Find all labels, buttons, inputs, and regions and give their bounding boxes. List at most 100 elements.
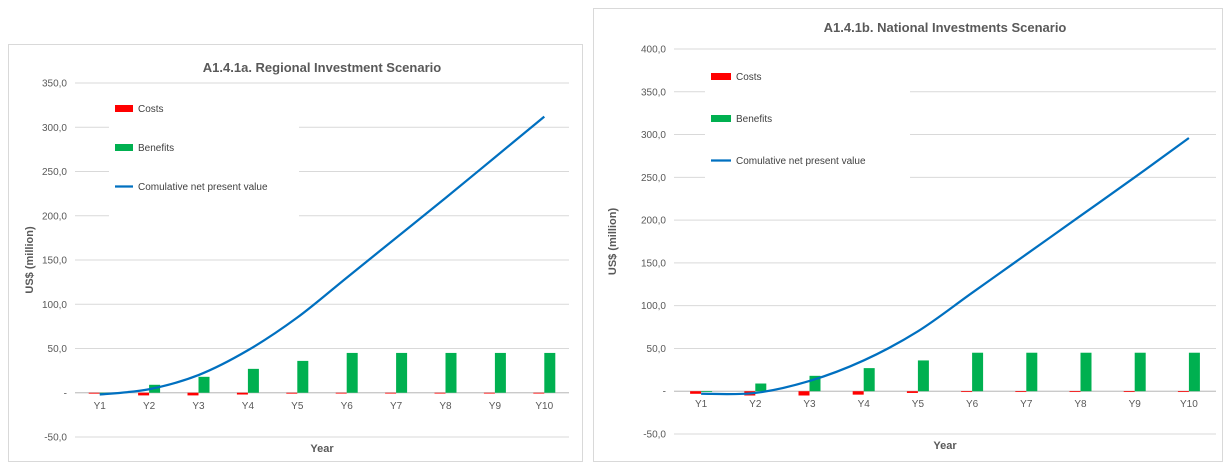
chart1-bar-costs-y3 [798, 391, 810, 396]
chart1-y-tick-label: - [663, 387, 666, 398]
chart-regional-investment: A1.4.1a. Regional Investment Scenario 350… [8, 44, 583, 462]
chart1-y-tick-label: 200,0 [641, 216, 666, 227]
chart0-x-tick-label: Y1 [94, 401, 107, 412]
chart0-bar-costs-y7 [385, 392, 397, 394]
chart1-y-tick-label: 100,0 [641, 301, 666, 312]
chart0-x-tick-label: Y7 [390, 401, 403, 412]
chart0-x-tick-label: Y10 [535, 401, 553, 412]
chart0-y-tick-label: 50,0 [48, 344, 68, 355]
chart1-legend-label-comulative-net-present-value: Comulative net present value [736, 156, 866, 167]
chart0-bar-benefits-y7 [396, 352, 408, 393]
chart0-legend-swatch-costs [115, 105, 133, 112]
chart0-x-tick-label: Y3 [192, 401, 205, 412]
chart0-bar-benefits-y5 [297, 360, 309, 393]
chart0-bar-costs-y4 [236, 392, 248, 395]
chart1-y-tick-label: 400,0 [641, 45, 666, 56]
chart1-bar-costs-y1 [690, 391, 702, 394]
chart1-bar-costs-y9 [1123, 391, 1135, 393]
chart1-bar-costs-y5 [906, 391, 918, 393]
chart1-x-tick-label: Y2 [749, 399, 762, 410]
chart1-x-axis-title: Year [933, 440, 957, 452]
chart0-legend-label-comulative-net-present-value: Comulative net present value [138, 182, 268, 193]
chart0-x-tick-label: Y9 [489, 401, 502, 412]
chart1-legend-box [705, 65, 910, 197]
chart1-legend-label-benefits: Benefits [736, 114, 772, 125]
chart0-x-tick-label: Y2 [143, 401, 156, 412]
chart1-x-tick-label: Y8 [1074, 399, 1087, 410]
chart0-bar-costs-y3 [187, 392, 199, 396]
chart1-x-tick-label: Y6 [966, 399, 979, 410]
chart1-x-tick-label: Y1 [695, 399, 708, 410]
chart0-bar-costs-y6 [335, 392, 347, 394]
chart0-bar-benefits-y4 [247, 368, 259, 393]
chart0-y-axis-title: US$ (million) [24, 226, 36, 294]
chart0-bar-benefits-y9 [494, 352, 506, 393]
chart1-bar-benefits-y10 [1188, 352, 1200, 392]
chart0-y-tick-label: 250,0 [42, 167, 67, 178]
chart0-x-tick-label: Y8 [439, 401, 452, 412]
chart0-bar-costs-y10 [533, 392, 545, 394]
chart1-y-tick-label: 300,0 [641, 130, 666, 141]
chart0-y-tick-label: 350,0 [42, 79, 67, 90]
chart1-bar-costs-y8 [1069, 391, 1081, 393]
chart1-bar-benefits-y7 [1026, 352, 1038, 392]
chart-national-investments: A1.4.1b. National Investments Scenario 40… [593, 8, 1223, 462]
chart1-y-axis-title: US$ (million) [607, 208, 619, 276]
chart0-x-axis-title: Year [310, 443, 334, 455]
chart1-bar-costs-y4 [852, 391, 864, 395]
chart1-bar-benefits-y5 [917, 360, 929, 392]
chart0-x-tick-label: Y5 [291, 401, 304, 412]
chart1-legend-swatch-benefits [711, 115, 731, 122]
chart1-bar-benefits-y6 [972, 352, 984, 392]
chart1-bar-benefits-y4 [863, 368, 875, 392]
chart0-y-tick-label: 150,0 [42, 256, 67, 267]
chart1-y-tick-label: 250,0 [641, 173, 666, 184]
chart1-x-tick-label: Y7 [1020, 399, 1033, 410]
chart0-bar-costs-y2 [138, 392, 150, 396]
chart1-bar-costs-y10 [1177, 391, 1189, 393]
chart1-bar-benefits-y2 [755, 383, 767, 392]
chart0-legend-swatch-benefits [115, 144, 133, 151]
chart1-x-tick-label: Y10 [1180, 399, 1198, 410]
chart0-line-comulative-net-present-value [99, 115, 546, 396]
chart0-bar-benefits-y10 [544, 352, 556, 393]
chart0-bar-costs-y8 [434, 392, 446, 394]
chart1-legend-swatch-costs [711, 73, 731, 80]
chart1-bar-benefits-y8 [1080, 352, 1092, 392]
chart1-bar-benefits-y1 [701, 391, 713, 393]
chart1-x-tick-label: Y9 [1129, 399, 1142, 410]
chart0-bar-benefits-y6 [346, 352, 358, 393]
chart1-legend-label-costs: Costs [736, 72, 762, 83]
chart0-legend-label-costs: Costs [138, 104, 164, 115]
chart0-bar-benefits-y8 [445, 352, 457, 393]
chart0-y-tick-label: 100,0 [42, 300, 67, 311]
chart1-x-tick-label: Y3 [803, 399, 816, 410]
chart0-bar-benefits-y3 [198, 376, 210, 393]
chart0-bar-costs-y9 [483, 392, 495, 394]
chart1-bar-benefits-y3 [809, 375, 821, 392]
chart0-y-tick-label: -50,0 [44, 433, 67, 444]
chart1-y-tick-label: 150,0 [641, 258, 666, 269]
chart1-bar-costs-y7 [1015, 391, 1027, 393]
chart-national-investments-svg: A1.4.1b. National Investments Scenario 40… [607, 20, 1216, 452]
chart0-legend-label-benefits: Benefits [138, 143, 174, 154]
chart1-y-tick-label: -50,0 [643, 430, 666, 441]
chart0-y-tick-label: 200,0 [42, 211, 67, 222]
chart0-bar-costs-y1 [88, 392, 100, 394]
chart0-x-tick-label: Y4 [242, 401, 255, 412]
chart1-bar-costs-y6 [961, 391, 973, 393]
chart1-y-tick-label: 350,0 [641, 87, 666, 98]
chart0-y-tick-label: 300,0 [42, 123, 67, 134]
chart1-title: A1.4.1b. National Investments Scenario [824, 20, 1067, 35]
chart-regional-investment-svg: A1.4.1a. Regional Investment Scenario 350… [24, 60, 569, 455]
chart0-x-tick-label: Y6 [341, 401, 354, 412]
chart1-x-tick-label: Y5 [912, 399, 925, 410]
chart1-bar-benefits-y9 [1134, 352, 1146, 392]
chart0-legend-box [109, 97, 299, 220]
chart1-x-tick-label: Y4 [858, 399, 871, 410]
chart1-y-tick-label: 50,0 [647, 344, 667, 355]
chart0-y-tick-label: - [64, 388, 67, 399]
chart1-line-comulative-net-present-value [701, 137, 1190, 396]
chart0-title: A1.4.1a. Regional Investment Scenario [203, 60, 441, 75]
chart0-bar-costs-y5 [286, 392, 298, 394]
